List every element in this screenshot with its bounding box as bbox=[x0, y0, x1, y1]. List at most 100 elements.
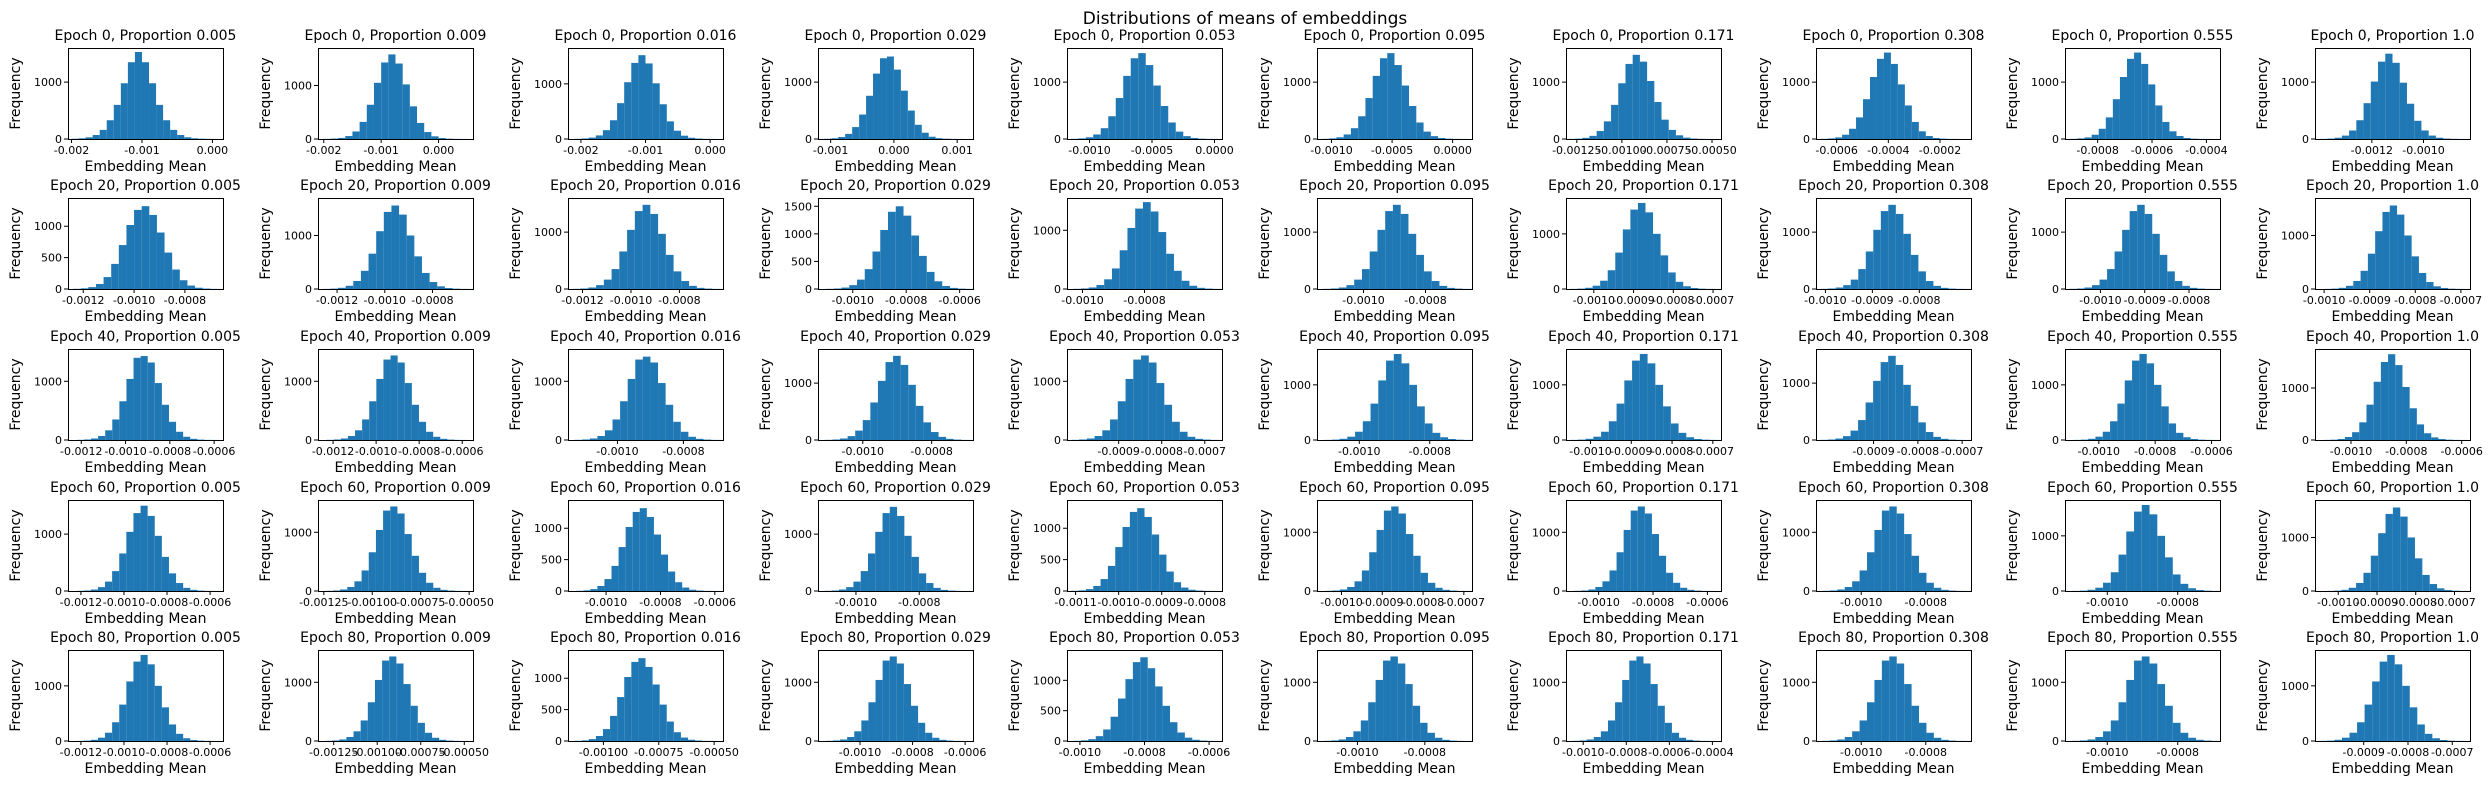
y-tick-label: 1000 bbox=[2281, 229, 2309, 242]
histogram-bar bbox=[417, 122, 425, 139]
histogram-bar bbox=[911, 705, 919, 741]
histogram-bar bbox=[1623, 529, 1631, 591]
axes-frame bbox=[2315, 48, 2471, 140]
y-tick-label: 0 bbox=[1803, 735, 1810, 748]
histogram-bar bbox=[191, 138, 199, 139]
histogram-bar bbox=[2167, 271, 2175, 289]
histogram-bar bbox=[1168, 122, 1176, 139]
panel-title: Epoch 60, Proportion 0.005 bbox=[50, 480, 241, 496]
histogram-bar bbox=[2421, 130, 2429, 139]
histogram-bar bbox=[177, 135, 185, 139]
histogram-bar bbox=[1941, 589, 1949, 591]
histogram-bar bbox=[1668, 129, 1676, 139]
panel-title: Epoch 80, Proportion 0.308 bbox=[1798, 630, 1989, 646]
histogram-bar bbox=[2110, 572, 2119, 591]
histogram-bar bbox=[2404, 235, 2412, 289]
y-axis-label: Frequency bbox=[258, 207, 274, 279]
x-axis-label: Embedding Mean bbox=[834, 761, 956, 777]
panel-title: Epoch 40, Proportion 0.005 bbox=[50, 329, 241, 345]
y-tick-label: 1000 bbox=[1532, 379, 1560, 392]
histogram-bar bbox=[2176, 136, 2184, 139]
histogram-panel: Epoch 80, Proportion 0.555 -0.0010 -0.0008… bbox=[2005, 630, 2238, 777]
y-tick-label: 1000 bbox=[284, 229, 312, 242]
histogram-bar bbox=[141, 206, 150, 289]
histogram-panel: Epoch 80, Proportion 0.009 -0.00125-0.001… bbox=[258, 630, 491, 777]
histogram-bar bbox=[126, 378, 134, 440]
x-tick-label: -0.00100 bbox=[1597, 144, 1646, 157]
x-tick-label: -0.0008 bbox=[1408, 445, 1450, 458]
histogram-bar bbox=[1138, 53, 1146, 139]
y-axis-label: Frequency bbox=[2005, 207, 2021, 279]
histogram-bar bbox=[1933, 285, 1941, 289]
x-tick-label: 0.000 bbox=[423, 144, 455, 157]
histogram-bar bbox=[404, 383, 412, 440]
histogram-bar bbox=[1354, 581, 1362, 591]
panel-title: Epoch 20, Proportion 1.0 bbox=[2306, 178, 2479, 194]
histogram-bar bbox=[2348, 587, 2357, 591]
histogram-bar bbox=[2137, 204, 2145, 289]
x-tick-label: -0.0007 bbox=[1184, 445, 1226, 458]
histogram-bar bbox=[680, 431, 689, 440]
histogram-bar bbox=[1654, 102, 1662, 139]
histogram-bar bbox=[1632, 360, 1640, 440]
histogram-bar bbox=[1391, 506, 1399, 591]
histogram-panel: Epoch 20, Proportion 0.308 -0.0010 -0.0009… bbox=[1756, 178, 1989, 325]
histogram-bar bbox=[2409, 707, 2418, 741]
histogram-bar bbox=[632, 511, 640, 591]
histogram-bar bbox=[383, 359, 391, 440]
histogram-bar bbox=[2407, 537, 2415, 591]
panel-title: Epoch 0, Proportion 0.308 bbox=[1803, 28, 1985, 44]
x-tick-label: -0.0010 bbox=[1320, 596, 1362, 609]
x-tick-label: -0.0008 bbox=[1898, 294, 1940, 307]
histogram-bar bbox=[895, 206, 904, 289]
axes-frame bbox=[818, 500, 974, 592]
y-axis-label: Frequency bbox=[508, 659, 524, 731]
panel-title: Epoch 40, Proportion 1.0 bbox=[2306, 329, 2479, 345]
histogram-bar bbox=[665, 254, 674, 289]
histogram-bar bbox=[1431, 281, 1440, 289]
histogram-bar bbox=[2385, 513, 2393, 591]
histogram-bar bbox=[98, 436, 106, 440]
histogram-bar bbox=[1427, 732, 1435, 741]
histogram-bar bbox=[1925, 281, 1934, 289]
histogram-bar bbox=[582, 439, 590, 440]
y-tick-label: 1000 bbox=[784, 528, 812, 541]
histogram-bar bbox=[1629, 660, 1637, 741]
histogram-bar bbox=[2168, 423, 2177, 440]
histogram-bar bbox=[2188, 737, 2197, 741]
histogram-bar bbox=[2422, 574, 2430, 591]
histogram-bar bbox=[1440, 437, 1449, 440]
y-tick-label: 1000 bbox=[534, 78, 562, 91]
histogram-bar bbox=[1392, 204, 1401, 289]
histogram-bar bbox=[389, 656, 397, 741]
y-tick-label: 1000 bbox=[534, 226, 562, 239]
histogram-bar bbox=[1361, 269, 1370, 289]
x-tick-label: -0.0010 bbox=[2317, 596, 2359, 609]
y-axis-label: Frequency bbox=[2005, 358, 2021, 430]
axes-frame bbox=[1317, 500, 1473, 592]
histogram-bar bbox=[1873, 380, 1881, 440]
x-tick-label: -0.0010 bbox=[1336, 746, 1378, 759]
histogram-bar bbox=[2388, 354, 2396, 440]
histogram-bar bbox=[602, 130, 610, 139]
histogram-bar bbox=[437, 286, 445, 289]
histogram-bar bbox=[1078, 590, 1086, 591]
histogram-panel: Epoch 0, Proportion 0.053 -0.0010 -0.0005 0… bbox=[1007, 28, 1235, 175]
axes-frame bbox=[818, 650, 974, 742]
x-tick-label: -0.0009 bbox=[2348, 294, 2390, 307]
histogram-bar bbox=[1383, 510, 1392, 591]
histogram-bar bbox=[911, 556, 919, 591]
x-tick-label: -0.0005 bbox=[1371, 144, 1413, 157]
histogram-bar bbox=[360, 720, 368, 741]
histogram-bar bbox=[1616, 403, 1625, 440]
panel-title: Epoch 40, Proportion 0.016 bbox=[550, 329, 741, 345]
histogram-bar bbox=[1888, 204, 1896, 289]
histogram-bar bbox=[1837, 589, 1845, 591]
histogram-bar bbox=[90, 589, 98, 591]
histogram-bar bbox=[946, 438, 954, 440]
histogram-bar bbox=[1678, 432, 1687, 440]
histogram-bar bbox=[1675, 281, 1684, 289]
histogram-bar bbox=[2122, 229, 2130, 289]
histogram-bar bbox=[1595, 587, 1603, 591]
histogram-bar bbox=[1385, 211, 1393, 289]
